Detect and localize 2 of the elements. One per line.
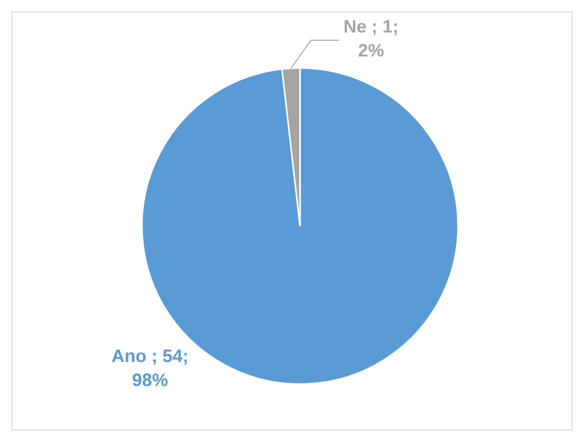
slice-label: Ano ; 54; 98%: [111, 346, 189, 390]
slice-label: Ne ; 1; 2%: [343, 16, 398, 60]
